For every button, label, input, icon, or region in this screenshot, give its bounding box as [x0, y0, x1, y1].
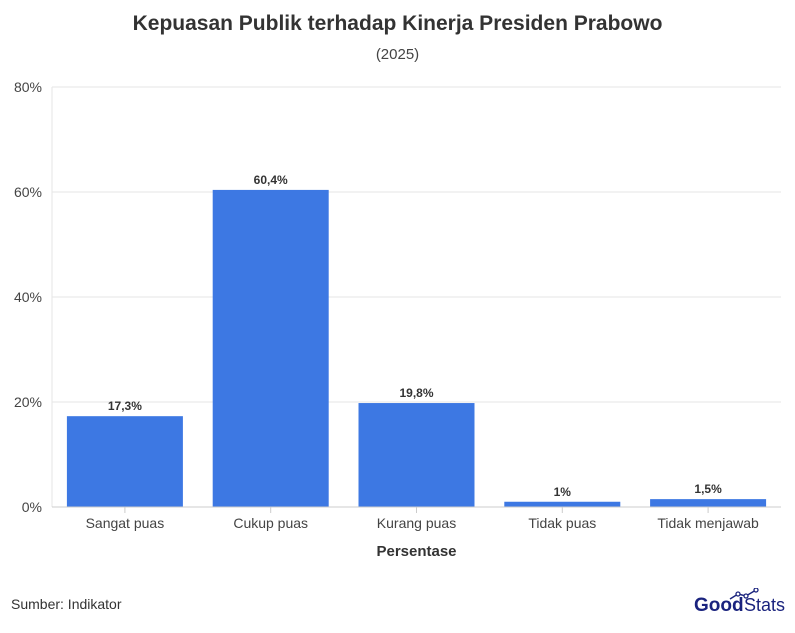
bar — [504, 501, 621, 507]
data-label: 17,3% — [108, 399, 142, 413]
svg-text:Good: Good — [694, 595, 744, 616]
bar — [358, 403, 475, 507]
bar — [66, 416, 183, 507]
y-tick-label: 60% — [14, 184, 42, 200]
source-note: Sumber: Indikator — [11, 596, 122, 612]
y-tick-label: 20% — [14, 394, 42, 410]
data-label: 60,4% — [254, 173, 288, 187]
data-label: 19,8% — [399, 386, 433, 400]
x-axis-title: Persentase — [376, 543, 456, 560]
data-label: 1% — [554, 485, 572, 499]
y-tick-label: 0% — [22, 499, 42, 515]
x-tick-label: Cukup puas — [233, 515, 308, 531]
bar-chart: 0% 20% 40% 60% 80% 17,3% Sangat puas 60,4% Cukup… — [14, 79, 781, 560]
bar — [650, 499, 767, 507]
y-tick-label: 80% — [14, 79, 42, 95]
svg-text:Stats: Stats — [744, 595, 785, 615]
chart-subtitle: (2025) — [375, 46, 420, 63]
chart-title: Kepuasan Publik terhadap Kinerja Preside… — [132, 12, 663, 35]
x-tick-label: Sangat puas — [86, 515, 165, 531]
goodstats-logo: Good Stats — [694, 587, 789, 621]
x-tick-label: Kurang puas — [377, 515, 456, 531]
x-tick-label: Tidak menjawab — [657, 515, 759, 531]
x-tick-label: Tidak puas — [528, 515, 596, 531]
bar — [212, 189, 329, 507]
y-tick-label: 40% — [14, 289, 42, 305]
data-label: 1,5% — [694, 482, 722, 496]
